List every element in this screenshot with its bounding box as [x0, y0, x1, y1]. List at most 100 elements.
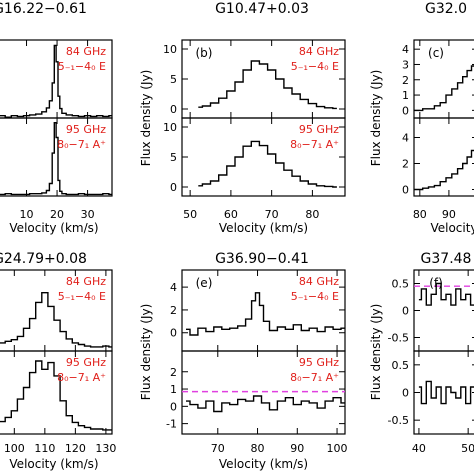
panel-c-top-ytick-label: 2: [402, 74, 409, 87]
panel-b-top-freq-label: 84 GHz: [299, 45, 339, 58]
panel-b-top-ytick-label: 0: [170, 103, 177, 116]
panel-f-bottom-ytick-label: 0.5: [392, 359, 410, 372]
panel-f-top-spectrum: [418, 282, 474, 306]
panel-a-top-transition-label: 5₋₁−4₀ E: [58, 60, 106, 73]
panel-b-letter: (b): [196, 46, 213, 60]
panel-e-bottom-spectrum: [186, 395, 345, 413]
panel-b-top-transition-label: 5₋₁−4₀ E: [291, 60, 339, 73]
panel-f-ylabel: Flux density (Jy): [369, 304, 383, 401]
panel-f-top-ytick-label: 0: [402, 305, 409, 318]
panel-c-xtick-label: 80: [413, 208, 427, 221]
panel-a-bottom-freq-label: 95 GHz: [66, 123, 106, 136]
spectrum-panel-b: G10.47+0.03 0 5 10 84 GHz 5₋₁−4₀ E 0 5 10 95 GHz 8…: [139, 1, 346, 235]
panel-d-xlabel: Velocity (km/s): [9, 457, 98, 471]
panel-b-xlabel: Velocity (km/s): [219, 221, 308, 235]
panel-e-top-ytick-label: 2: [170, 304, 177, 317]
panel-e-top-ytick-label: 0: [170, 327, 177, 340]
panel-a-title: G16.22−0.61: [0, 1, 87, 17]
panel-f-top-frame: [413, 269, 474, 352]
panel-c-top-spectrum: [414, 65, 474, 112]
panel-d-xtick-label: 100: [4, 442, 25, 455]
panel-d-bottom-freq-label: 95 GHz: [66, 356, 106, 369]
panel-e-xtick-label: 80: [251, 442, 265, 455]
panel-e-xtick-label: 70: [211, 442, 225, 455]
panel-c-bottom-spectrum: [414, 149, 474, 191]
panel-e-ylabel: Flux density (Jy): [139, 304, 153, 401]
panel-d-bottom-transition-label: 8₀−7₁ A⁺: [57, 371, 106, 384]
panel-b-xtick-label: 50: [183, 208, 197, 221]
panel-e-bottom-ytick-label: 2: [170, 366, 177, 379]
panel-b-top-ytick-label: 5: [170, 73, 177, 86]
panel-b-title: G10.47+0.03: [215, 1, 309, 17]
panel-e-xtick-label: 90: [290, 442, 304, 455]
panel-c-bottom-ytick-label: 2: [402, 158, 409, 171]
panel-d-top-transition-label: 5₋₁−4₀ E: [58, 290, 106, 303]
panel-b-top-spectrum: [198, 60, 337, 110]
panel-c-top-ytick-label: 3: [402, 58, 409, 71]
panel-f-bottom-spectrum: [418, 380, 474, 405]
spectrum-panel-d: G24.79+0.08 84 GHz 5₋₁−4₀ E 95 GHz 8₀−7₁ A⁺ 1…: [0, 251, 116, 471]
panel-b-top-ytick-label: 10: [163, 43, 177, 56]
panel-e-bottom-transition-label: 8₀−7₁ A⁺: [290, 371, 339, 384]
panel-a-xtick-label: 30: [81, 208, 95, 221]
panel-c-xlabel: Velocity: [430, 221, 474, 235]
panel-c-ylabel: Flux density (Jy): [369, 70, 383, 167]
panel-e-bottom-ytick-label: 0: [170, 400, 177, 413]
panel-d-xtick-label: 130: [95, 442, 116, 455]
panel-b-xtick-label: 80: [305, 208, 319, 221]
panel-c-letter: (c): [428, 46, 444, 60]
panel-d-bottom-frame: [0, 350, 113, 435]
panel-e-bottom-ytick-label: -1: [166, 418, 177, 431]
panel-e-bottom-frame: [181, 350, 346, 435]
panel-c-top-frame: [413, 39, 474, 119]
panel-f-xtick-label: 40: [412, 442, 426, 455]
panel-c-top-ytick-label: 1: [402, 89, 409, 102]
panel-a-xlabel: Velocity (km/s): [9, 221, 98, 235]
panel-a-bottom-spectrum: [0, 122, 112, 196]
panel-e-top-transition-label: 5₋₁−4₀ E: [291, 290, 339, 303]
panel-e-title: G36.90−0.41: [215, 251, 309, 267]
panel-f-letter: (f): [429, 276, 443, 290]
panel-a-xtick-label: 10: [20, 208, 34, 221]
panel-b-ylabel: Flux density (Jy): [139, 70, 153, 167]
spectrum-panel-c: G32.0 0 1 2 3 4 0 2 4 80 90 (c) Flux density (Jy) Vel…: [369, 1, 474, 235]
panel-b-xtick-label: 60: [224, 208, 238, 221]
spectrum-panel-e: G36.90−0.41 0 2 4 84 GHz 5₋₁−4₀ E -1 0 1 2 95 GHz 8…: [139, 251, 348, 471]
panel-a-top-freq-label: 84 GHz: [66, 45, 106, 58]
panel-c-bottom-frame: [413, 117, 474, 197]
panel-c-title: G32.0: [425, 1, 467, 17]
panel-e-bottom-freq-label: 95 GHz: [299, 356, 339, 369]
panel-e-xtick-label: 100: [327, 442, 348, 455]
panel-c-xtick-label: 90: [442, 208, 456, 221]
panel-d-bottom-spectrum: [0, 360, 112, 431]
panel-c-bottom-ytick-label: 0: [402, 184, 409, 197]
panel-a-bottom-transition-label: 8₀−7₁ A⁺: [57, 138, 106, 151]
panel-a-top-spectrum: [0, 44, 112, 118]
panel-c-top-ytick-label: 0: [402, 104, 409, 117]
panel-b-bottom-ytick-label: 5: [170, 151, 177, 164]
panel-e-bottom-ytick-label: 1: [170, 383, 177, 396]
panel-e-letter: (e): [196, 276, 213, 290]
panel-f-bottom-ytick-label: -0.5: [388, 414, 409, 427]
panel-e-top-spectrum: [186, 292, 345, 336]
panel-e-xlabel: Velocity (km/s): [219, 457, 308, 471]
panel-a-xtick-label: 20: [50, 208, 64, 221]
panel-e-top-ytick-label: 4: [170, 281, 177, 294]
panel-a-bottom-frame: [0, 117, 113, 197]
panel-d-xtick-label: 110: [34, 442, 55, 455]
panel-b-bottom-transition-label: 8₀−7₁ A⁺: [290, 138, 339, 151]
panel-d-title: G24.79+0.08: [0, 251, 87, 267]
panel-f-top-ytick-label: 0.5: [392, 278, 410, 291]
panel-f-title: G37.48: [421, 251, 472, 267]
panel-d-top-freq-label: 84 GHz: [66, 275, 106, 288]
spectrum-panel-a: G16.22−0.61 84 GHz 5₋₁−4₀ E 95 GHz 8₀−7₁ A⁺ 1…: [0, 1, 113, 235]
panel-d-xtick-label: 120: [65, 442, 86, 455]
panel-b-xtick-label: 70: [265, 208, 279, 221]
spectrum-panel-f: G37.48 -0.5 0 0.5 -0.5 0 0.5 40 50 (f) Flux densit…: [369, 251, 474, 455]
panel-b-bottom-spectrum: [198, 140, 337, 188]
panel-c-bottom-ytick-label: 4: [402, 132, 409, 145]
panel-b-bottom-freq-label: 95 GHz: [299, 123, 339, 136]
panel-b-bottom-ytick-label: 0: [170, 181, 177, 194]
panel-f-bottom-ytick-label: 0: [402, 387, 409, 400]
